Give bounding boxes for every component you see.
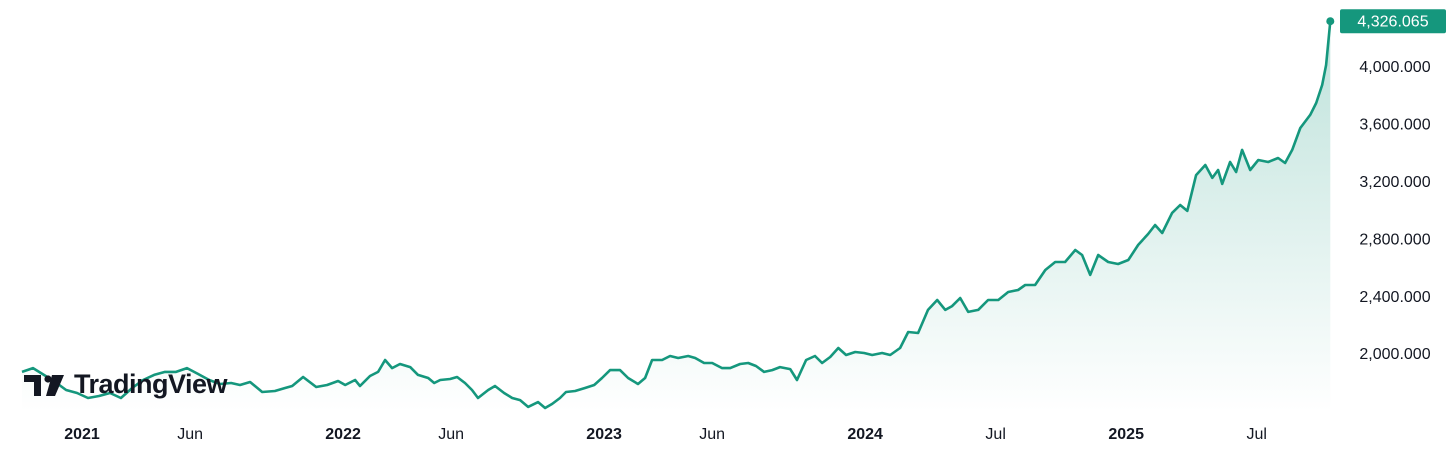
x-tick-label: 2022 [325,426,361,443]
y-tick-label: 4,000.000 [1359,59,1430,76]
logo-icon-slash [46,375,64,396]
logo: TradingView [24,369,229,399]
logo-text: TradingView [74,369,229,399]
y-tick-label: 3,200.000 [1359,174,1430,191]
x-tick-label: Jul [985,426,1005,443]
y-tick-label: 2,000.000 [1359,346,1430,363]
x-tick-label: Jun [699,426,725,443]
x-tick-label: 2023 [586,426,622,443]
y-tick-label: 2,800.000 [1359,231,1430,248]
price-tag-label: 4,326.065 [1357,13,1428,30]
last-point [1326,17,1335,26]
y-tick-label: 3,600.000 [1359,117,1430,134]
x-tick-label: 2025 [1108,426,1144,443]
line [21,21,1332,410]
x-tick-label: Jul [1246,426,1266,443]
y-tick-label: 2,400.000 [1359,289,1430,306]
logo-icon-dot [44,375,52,383]
price-tag [1340,9,1446,34]
x-tick-label: Jun [177,426,203,443]
x-tick-label: 2021 [64,426,100,443]
area [22,21,1331,413]
logo-icon [24,375,41,396]
x-tick-label: 2024 [847,426,883,443]
x-tick-label: Jun [438,426,464,443]
